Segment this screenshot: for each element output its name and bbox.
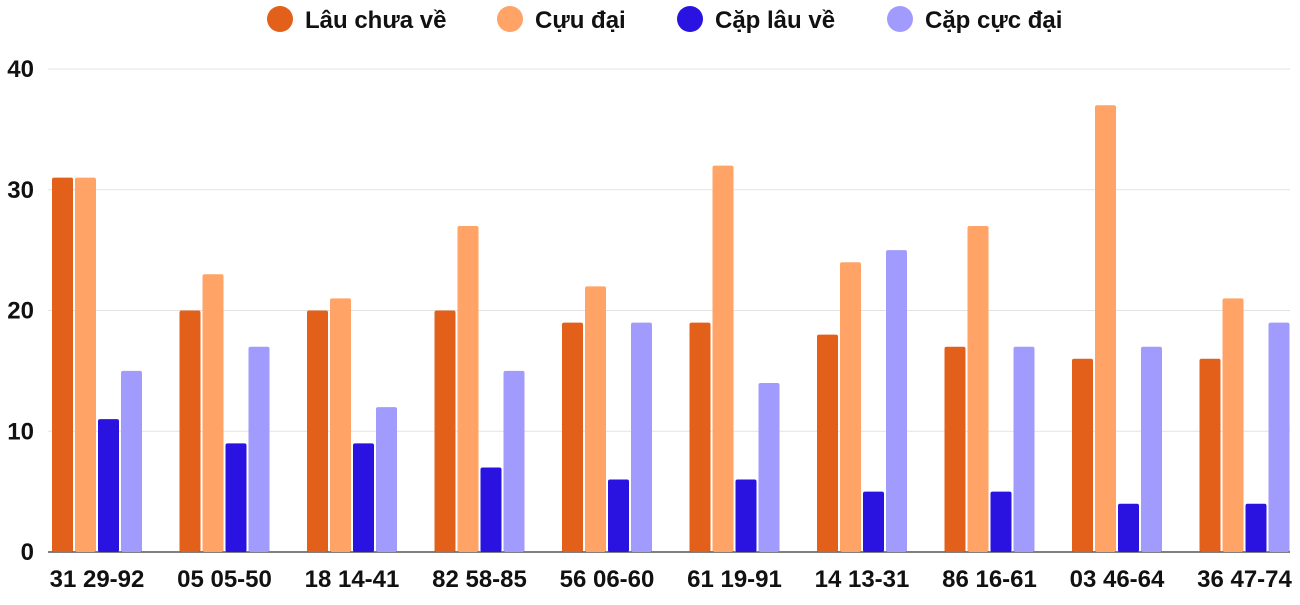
- bar: [608, 479, 629, 552]
- bar: [52, 177, 73, 553]
- bar: [376, 407, 397, 552]
- bar: [758, 382, 780, 552]
- bar: [307, 310, 328, 552]
- x-tick-label: 03 46-64: [1070, 566, 1165, 593]
- bar: [840, 262, 861, 552]
- bar: [863, 491, 884, 552]
- legend-item[interactable]: Cặp cực đại: [887, 6, 1062, 34]
- legend-swatch: [497, 6, 523, 32]
- bar: [562, 322, 583, 552]
- bar: [75, 177, 96, 553]
- bar: [967, 225, 989, 552]
- y-tick-label: 10: [7, 418, 34, 445]
- legend-label: Cựu đại: [535, 7, 626, 34]
- bar: [225, 443, 247, 552]
- legend-swatch: [887, 6, 913, 32]
- bar: [480, 467, 502, 552]
- bar: [353, 443, 374, 552]
- bar: [121, 370, 142, 552]
- chart-bars: [52, 105, 1290, 553]
- legend-item[interactable]: Lâu chưa về: [267, 6, 446, 34]
- bar: [1118, 503, 1139, 552]
- y-tick-label: 40: [7, 56, 34, 83]
- bar: [1199, 358, 1221, 552]
- x-tick-label: 14 13-31: [815, 566, 910, 593]
- y-tick-label: 30: [7, 177, 34, 204]
- x-tick-label: 18 14-41: [305, 566, 400, 593]
- bar: [202, 274, 224, 552]
- x-tick-label: 82 58-85: [432, 566, 527, 593]
- bar: [1072, 358, 1093, 552]
- bar: [631, 322, 652, 552]
- x-tick-label: 56 06-60: [560, 566, 655, 593]
- bar: [1222, 298, 1244, 552]
- bar: [1268, 322, 1290, 552]
- x-tick-label: 61 19-91: [687, 566, 782, 593]
- x-axis-ticks: 31 29-92 05 05-50 18 14-41 82 58-85 56 06-60…: [50, 566, 1293, 593]
- bar: [1245, 503, 1267, 552]
- x-tick-label: 86 16-61: [942, 566, 1037, 593]
- bar: [248, 346, 270, 552]
- y-axis-ticks: 0 10 20 30 40: [7, 56, 34, 566]
- x-tick-label: 31 29-92: [50, 566, 145, 593]
- chart-legend: Lâu chưa về Cựu đại Cặp lâu về Cặp cực đại: [267, 6, 1062, 34]
- legend-label: Cặp lâu về: [715, 7, 835, 34]
- bar: [503, 370, 525, 552]
- bar: [98, 419, 119, 552]
- bar: [585, 286, 606, 552]
- bar: [990, 491, 1012, 552]
- y-tick-label: 20: [7, 298, 34, 325]
- y-tick-label: 0: [21, 539, 34, 566]
- bar: [886, 250, 907, 552]
- x-tick-label: 05 05-50: [177, 566, 272, 593]
- legend-swatch: [267, 6, 293, 32]
- legend-swatch: [677, 6, 703, 32]
- legend-label: Lâu chưa về: [305, 7, 446, 34]
- bar: [689, 322, 711, 552]
- x-tick-label: 36 47-74: [1197, 566, 1292, 593]
- bar: [944, 346, 966, 552]
- legend-label: Cặp cực đại: [925, 7, 1062, 34]
- bar: [330, 298, 351, 552]
- bar: [735, 479, 757, 552]
- legend-item[interactable]: Cặp lâu về: [677, 6, 835, 34]
- bar: [434, 310, 456, 552]
- bar: [1013, 346, 1035, 552]
- bar: [457, 225, 479, 552]
- bar: [1095, 105, 1116, 552]
- bar: [817, 334, 838, 552]
- legend-item[interactable]: Cựu đại: [497, 6, 626, 34]
- bar: [1141, 346, 1162, 552]
- bar: [712, 165, 734, 552]
- bar: [179, 310, 201, 552]
